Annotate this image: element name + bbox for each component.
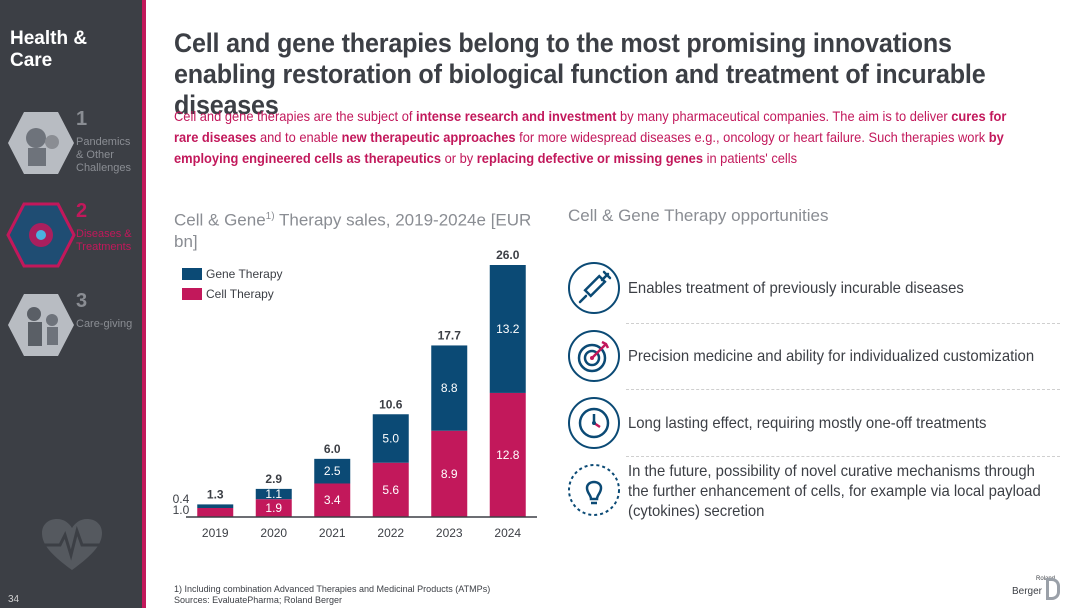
opportunity-text: Enables treatment of previously incurabl… xyxy=(628,280,964,297)
total-value-label: 2.9 xyxy=(265,472,282,486)
logo-mark-icon xyxy=(1046,578,1060,600)
cell-value-label: 12.8 xyxy=(496,448,520,462)
intro-text: by many pharmaceutical companies. The ai… xyxy=(616,108,952,124)
legend-swatch xyxy=(182,268,202,280)
cell-therapy-bar xyxy=(197,508,234,517)
cell-value-label: 1.9 xyxy=(265,501,282,515)
cell-therapy-bar xyxy=(255,499,292,517)
intro-text: and to enable xyxy=(256,129,342,145)
target-icon xyxy=(568,330,620,382)
sidebar-item-pandemics[interactable]: 1 Pandemics & Other Challenges xyxy=(6,108,142,178)
nav-label: Pandemics & Other Challenges xyxy=(76,136,132,174)
gene-value-label: 0.4 xyxy=(173,492,190,506)
gene-therapy-bar xyxy=(255,488,292,500)
legend-label: Cell Therapy xyxy=(206,287,274,301)
nav-label: Diseases & Treatments xyxy=(76,228,132,253)
gene-therapy-bar xyxy=(372,414,409,463)
total-value-label: 10.6 xyxy=(379,397,403,411)
pandemics-hexagon-icon xyxy=(8,112,74,174)
gene-value-label: 5.0 xyxy=(382,431,399,445)
opportunity-text: Precision medicine and ability for indiv… xyxy=(628,348,1035,365)
legend-label: Gene Therapy xyxy=(206,267,283,281)
sales-bar-chart: 1.00.4 1.3 2019 1.91.12.9 2020 3.4 2.5 6.0 2021 5… xyxy=(173,248,537,540)
page-title: Cell and gene therapies belong to the mo… xyxy=(174,28,986,120)
total-value-label: 1.3 xyxy=(207,487,224,501)
intro-text: or by xyxy=(441,150,477,166)
divider xyxy=(626,456,1060,457)
chart-title-footnote-ref: 1) xyxy=(265,211,275,222)
legend-swatch xyxy=(182,288,202,300)
nav-number: 2 xyxy=(76,200,88,222)
gene-value-label: 1.1 xyxy=(265,487,282,501)
nav-number: 3 xyxy=(76,290,88,312)
divider xyxy=(626,323,1060,324)
footnote-line: 1) Including combination Advanced Therap… xyxy=(174,584,491,595)
nav-label: Care-giving xyxy=(76,318,133,330)
total-value-label: 26.0 xyxy=(496,248,520,262)
logo-text: Berger xyxy=(1012,586,1043,597)
cell-value-label: 1.0 xyxy=(173,503,190,517)
roland-berger-logo: Roland Berger xyxy=(1012,576,1062,604)
section-title: Health & Care xyxy=(10,28,88,71)
lightbulb-icon xyxy=(568,464,620,516)
cell-therapy-bar xyxy=(372,462,409,517)
intro-text: for more widespread diseases e.g., oncol… xyxy=(515,129,989,145)
gene-therapy-bar xyxy=(489,265,526,393)
gene-therapy-bar xyxy=(197,504,234,508)
footnote: 1) Including combination Advanced Therap… xyxy=(174,584,490,606)
intro-text: in patients' cells xyxy=(703,150,798,166)
intro-highlight: new therapeutic approaches xyxy=(341,129,516,145)
intro-highlight: replacing defective or missing genes xyxy=(476,150,703,166)
chart-title: Cell & Gene1) Therapy sales, 2019-2024e … xyxy=(174,206,534,252)
chart-title-main: Cell & Gene xyxy=(174,210,266,230)
sidebar-item-diseases[interactable]: 2 Diseases & Treatments xyxy=(6,200,142,270)
total-value-label: 17.7 xyxy=(438,328,462,342)
sidebar: Health & Care 1 Pandemics & Other Challe… xyxy=(0,0,142,608)
x-tick-label: 2021 xyxy=(319,526,346,540)
gene-therapy-bar xyxy=(431,345,468,431)
cell-therapy-bar xyxy=(431,430,468,517)
diseases-hexagon-icon xyxy=(6,202,76,268)
page-number: 34 xyxy=(8,594,20,605)
intro-text: Cell and gene therapies are the subject … xyxy=(174,108,417,124)
heartbeat-icon xyxy=(42,519,102,570)
caregiving-hexagon-icon xyxy=(8,294,74,356)
total-value-label: 6.0 xyxy=(324,442,341,456)
intro-highlight: cures for rare diseases xyxy=(174,108,1007,145)
cell-therapy-bar xyxy=(314,483,351,517)
clock-icon xyxy=(568,397,620,449)
x-tick-label: 2024 xyxy=(494,526,521,540)
intro-highlight: by employing engineered cells as therape… xyxy=(174,129,1004,166)
sidebar-item-caregiving[interactable]: 3 Care-giving xyxy=(6,290,142,360)
intro-paragraph: Cell and gene therapies are the subject … xyxy=(174,106,1030,169)
sidebar-accent-edge xyxy=(142,0,146,608)
x-tick-label: 2019 xyxy=(202,526,229,540)
opportunities-title: Cell & Gene Therapy opportunities xyxy=(568,206,829,225)
opportunity-text: Long lasting effect, requiring mostly on… xyxy=(628,415,987,432)
divider xyxy=(626,389,1060,390)
cell-value-label: 8.9 xyxy=(441,467,458,481)
x-tick-label: 2023 xyxy=(436,526,463,540)
chart-title-rest: Therapy sales, 2019-2024e [EUR bn] xyxy=(174,210,532,251)
syringe-icon xyxy=(568,262,620,314)
intro-highlight: intense research and investment xyxy=(416,108,617,124)
cell-value-label: 3.4 xyxy=(324,493,341,507)
sources-line: Sources: EvaluatePharma; Roland Berger xyxy=(174,595,343,606)
gene-therapy-bar xyxy=(314,458,351,484)
opportunity-text: In the future, possibility of novel cura… xyxy=(628,463,1041,520)
gene-value-label: 8.8 xyxy=(441,381,458,395)
cell-therapy-bar xyxy=(489,392,526,517)
x-tick-label: 2022 xyxy=(377,526,404,540)
gene-value-label: 13.2 xyxy=(496,322,520,336)
cell-value-label: 5.6 xyxy=(382,483,399,497)
gene-value-label: 2.5 xyxy=(324,464,341,478)
x-tick-label: 2020 xyxy=(260,526,287,540)
logo-small-text: Roland xyxy=(1036,576,1056,582)
nav-number: 1 xyxy=(76,108,88,130)
